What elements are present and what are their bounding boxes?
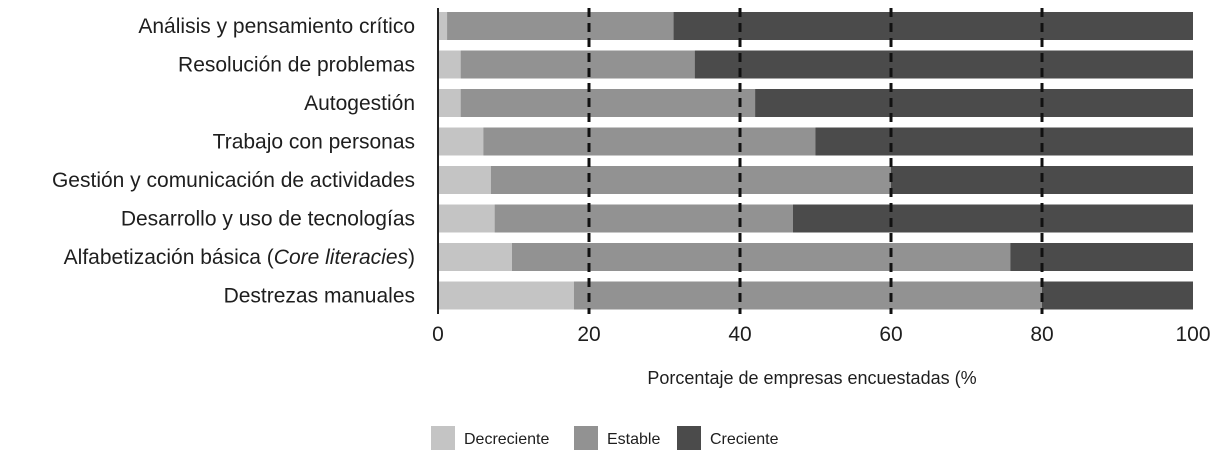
x-tick-20: 20 — [577, 323, 600, 346]
bar-decreciente-6 — [438, 243, 512, 271]
category-label-text: Autogestión — [304, 92, 415, 115]
bar-decreciente-2 — [438, 89, 461, 117]
x-tick-80: 80 — [1030, 323, 1053, 346]
legend-label-decreciente: Decreciente — [464, 431, 549, 448]
legend-label-estable: Estable — [607, 431, 660, 448]
category-label-1: Resolución de problemas — [178, 54, 415, 77]
x-tick-0: 0 — [432, 323, 444, 346]
bar-estable-3 — [483, 127, 816, 156]
legend-label-creciente: Creciente — [710, 431, 779, 448]
bar-estable-2 — [460, 89, 756, 117]
legend: Decreciente Estable Creciente — [431, 426, 779, 450]
bars-group — [438, 12, 1193, 310]
bar-creciente-6 — [1010, 243, 1193, 271]
bar-creciente-1 — [694, 50, 1193, 79]
category-label-6: Alfabetización básica (Core literacies) — [64, 246, 415, 269]
legend-swatch-decreciente — [431, 426, 455, 450]
bar-decreciente-5 — [438, 204, 495, 233]
bar-creciente-0 — [673, 12, 1193, 40]
category-label-3: Trabajo con personas — [213, 131, 415, 154]
x-tick-60: 60 — [879, 323, 902, 346]
bar-estable-1 — [460, 50, 695, 79]
bar-estable-6 — [511, 243, 1011, 271]
bar-decreciente-4 — [438, 166, 491, 194]
bar-estable-5 — [494, 204, 793, 233]
bar-estable-7 — [573, 281, 1042, 310]
legend-swatch-estable — [574, 426, 598, 450]
bar-estable-4 — [490, 166, 891, 194]
category-label-4: Gestión y comunicación de actividades — [52, 169, 415, 192]
bar-decreciente-7 — [438, 281, 574, 310]
category-label-0: Análisis y pensamiento crítico — [138, 15, 415, 38]
category-label-suffix: ) — [408, 246, 415, 269]
category-labels: Análisis y pensamiento crítico Resolución… — [52, 15, 415, 308]
category-label-5: Desarrollo y uso de tecnologías — [121, 208, 415, 231]
category-label-text: Resolución de problemas — [178, 54, 415, 77]
x-tick-labels: 0 20 40 60 80 100 — [432, 323, 1210, 346]
category-label-7: Destrezas manuales — [224, 285, 415, 308]
category-label-text: Destrezas manuales — [224, 285, 415, 308]
bar-creciente-2 — [755, 89, 1193, 117]
category-label-text: Alfabetización básica ( — [64, 246, 274, 269]
bar-estable-0 — [447, 12, 674, 40]
category-label-text: Gestión y comunicación de actividades — [52, 169, 415, 192]
gridlines-group — [587, 8, 1044, 314]
bar-decreciente-0 — [438, 12, 448, 40]
legend-swatch-creciente — [677, 426, 701, 450]
category-label-italic: Core literacies — [274, 246, 409, 269]
category-label-text: Trabajo con personas — [213, 131, 415, 154]
x-tick-100: 100 — [1175, 323, 1210, 346]
category-label-text: Análisis y pensamiento crítico — [138, 15, 415, 38]
bar-creciente-3 — [815, 127, 1193, 156]
bar-decreciente-3 — [438, 127, 484, 156]
bar-creciente-7 — [1042, 281, 1193, 310]
x-tick-40: 40 — [728, 323, 751, 346]
category-label-text: Desarrollo y uso de tecnologías — [121, 208, 415, 231]
x-axis-title: Porcentaje de empresas encuestadas (% — [647, 368, 976, 388]
bar-decreciente-1 — [438, 50, 461, 79]
category-label-2: Autogestión — [304, 92, 415, 115]
bar-creciente-5 — [792, 204, 1193, 233]
